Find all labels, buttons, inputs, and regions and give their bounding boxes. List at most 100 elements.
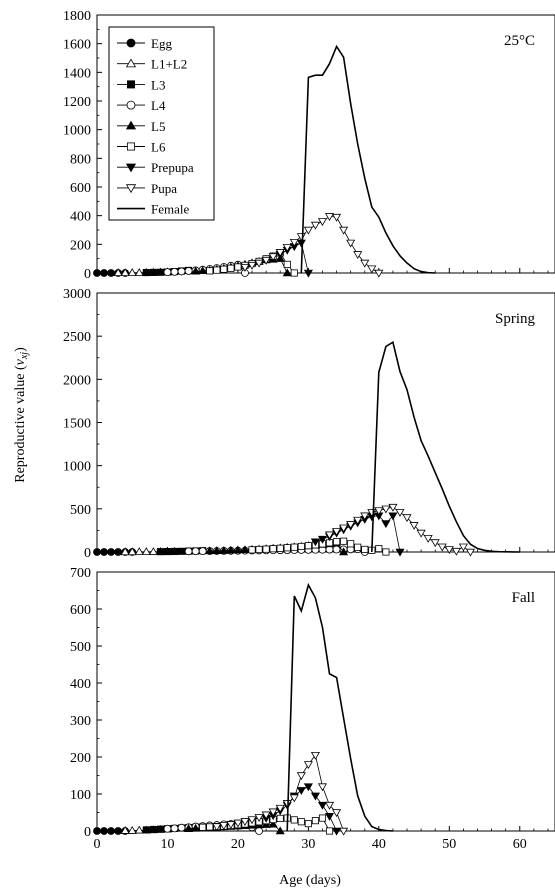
x-tick-label: 30	[301, 837, 315, 852]
data-point-pupa	[247, 261, 257, 270]
data-point-l4	[170, 824, 179, 833]
legend-item-l3: L3	[117, 77, 165, 92]
data-point-l5	[226, 545, 236, 554]
series-line-female	[300, 44, 436, 274]
data-point-l6	[206, 823, 214, 831]
data-point-pupa	[324, 801, 335, 810]
data-point-l4	[332, 545, 341, 554]
data-point-l6	[361, 545, 369, 553]
data-point-l4	[177, 267, 186, 276]
data-point-egg	[107, 548, 115, 556]
legend-marker	[126, 38, 136, 48]
legend-item-egg: Egg	[117, 36, 172, 51]
data-point-l6	[311, 817, 319, 825]
legend-label: L5	[151, 119, 165, 134]
series-pupa	[212, 751, 349, 836]
data-point-l4	[177, 823, 186, 832]
data-point-pupa	[353, 251, 363, 260]
x-tick-label: 0	[94, 837, 101, 852]
series-female	[300, 44, 436, 274]
data-point-pupa	[416, 529, 426, 538]
data-point-l6	[354, 543, 362, 551]
data-point-l5	[191, 266, 201, 275]
data-point-pupa	[451, 547, 461, 556]
data-point-l6	[255, 545, 263, 554]
data-point-pupa	[275, 249, 285, 257]
data-point-l5	[282, 268, 292, 277]
data-point-pupa	[381, 505, 391, 514]
data-point-l5	[191, 823, 201, 832]
data-point-pupa	[324, 531, 335, 540]
data-point-l6	[290, 816, 298, 824]
data-point-pupa	[212, 823, 222, 832]
data-point-l4	[325, 545, 334, 554]
data-point-pupa	[444, 546, 454, 555]
x-tick-label: 20	[231, 837, 245, 852]
data-point-prepupa	[332, 827, 342, 836]
data-point-egg	[114, 548, 123, 556]
data-point-egg	[93, 548, 101, 556]
data-point-l6	[276, 814, 284, 822]
data-point-prepupa	[310, 538, 320, 547]
data-point-l1-l2	[127, 547, 137, 556]
data-point-pupa	[303, 226, 313, 235]
data-point-pupa	[317, 218, 328, 227]
legend-marker	[125, 58, 137, 68]
data-point-l4	[198, 547, 207, 556]
data-point-l6	[318, 814, 327, 822]
panel-25-c: 0 200 400 600 800 1000 1200 1400 1600 1800 25°C	[63, 9, 555, 282]
data-point-l6	[283, 544, 291, 552]
data-point-pupa	[346, 239, 356, 248]
data-point-prepupa	[317, 801, 328, 810]
y-tick-label: 500	[70, 503, 91, 518]
data-point-l3	[156, 268, 164, 276]
data-point-l6	[325, 827, 334, 835]
data-point-l6	[283, 260, 291, 268]
data-point-pupa	[339, 226, 349, 235]
data-point-l5	[233, 545, 243, 554]
y-axis-label: Reproductive value (vxj)	[13, 347, 30, 483]
data-point-pupa	[254, 259, 264, 268]
data-point-l4	[184, 547, 193, 556]
data-point-prepupa	[388, 512, 398, 521]
data-point-l3	[156, 548, 164, 556]
data-point-pupa	[339, 524, 349, 533]
data-point-l3	[156, 825, 164, 833]
data-point-l6	[290, 269, 298, 277]
legend-label: L3	[151, 77, 165, 92]
data-point-pupa	[275, 804, 285, 813]
y-tick-label: 200	[70, 751, 91, 766]
data-point-l6	[340, 537, 348, 545]
data-point-l1-l2	[127, 825, 137, 834]
data-point-l6	[297, 542, 305, 551]
series-l6	[248, 537, 390, 556]
data-point-pupa	[465, 548, 475, 557]
data-point-pupa	[317, 783, 328, 792]
data-point-prepupa	[324, 813, 335, 821]
y-tick-label: 800	[70, 152, 91, 167]
data-point-pupa	[289, 794, 299, 803]
data-point-pupa	[339, 827, 349, 836]
data-point-pupa	[353, 516, 363, 525]
data-point-l3	[170, 547, 179, 556]
data-point-pupa	[247, 816, 257, 825]
data-point-l3	[178, 547, 186, 555]
x-tick-label: 60	[513, 837, 527, 852]
data-point-egg	[100, 269, 108, 277]
data-point-l6	[297, 818, 305, 826]
y-tick-label: 2000	[63, 373, 91, 388]
data-point-pupa	[289, 238, 299, 247]
data-point-l6	[227, 264, 235, 272]
y-axis-label-sub: xj	[19, 352, 30, 360]
legend: Egg L1+L2 L3 L4 L5 L6 Prepupa Pupa Female	[108, 26, 215, 221]
legend-label: Female	[151, 202, 189, 217]
data-point-pupa	[374, 507, 384, 516]
data-point-l6	[199, 823, 207, 831]
data-point-pupa	[360, 259, 370, 268]
data-point-l1-l2	[120, 825, 130, 834]
data-point-l4	[191, 547, 200, 556]
legend-marker	[126, 100, 136, 110]
data-point-egg	[114, 827, 123, 835]
data-point-egg	[107, 269, 115, 277]
